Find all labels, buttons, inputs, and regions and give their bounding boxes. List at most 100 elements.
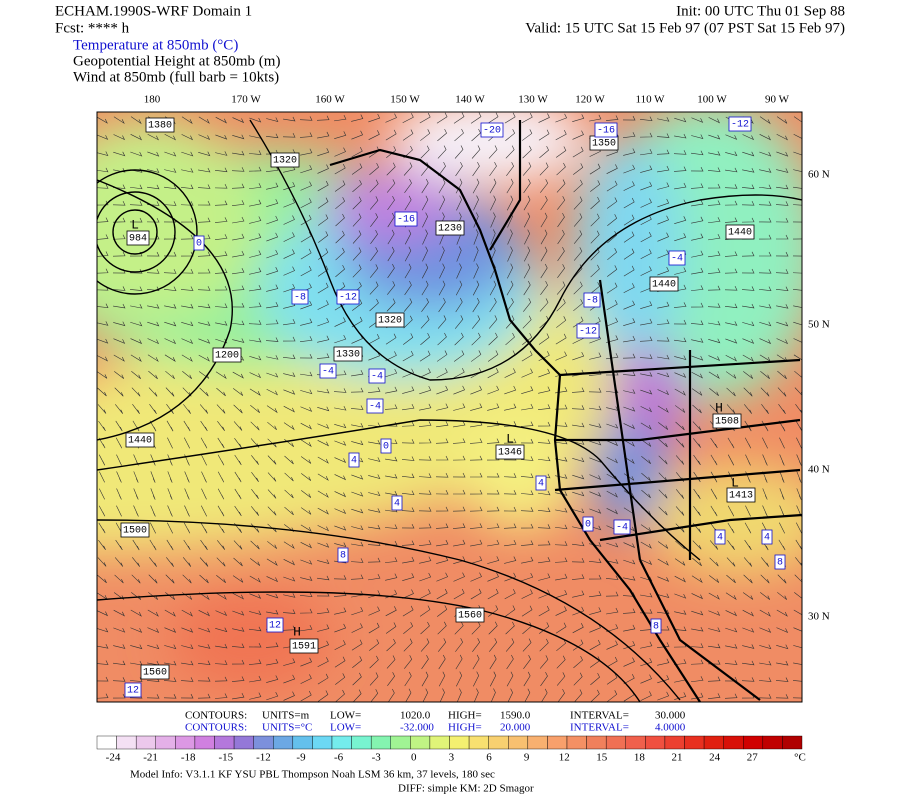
wind-barb <box>419 368 431 378</box>
wind-barb <box>708 233 721 241</box>
wind-barb <box>489 297 497 313</box>
wind-barb <box>775 269 789 274</box>
wind-barb <box>352 230 362 244</box>
wind-barb <box>197 200 211 206</box>
wind-barb <box>691 593 704 600</box>
wind-barb <box>776 286 789 292</box>
wind-barb <box>761 557 769 567</box>
wind-barb <box>181 134 194 141</box>
wind-barb <box>351 316 363 328</box>
wind-barb <box>351 440 364 446</box>
wind-barb <box>724 251 738 257</box>
wind-barb <box>793 645 802 649</box>
temperature-label: 8 <box>340 551 346 562</box>
wind-barb <box>674 388 686 396</box>
wind-barb <box>556 281 566 295</box>
wind-barb <box>708 355 721 362</box>
wind-barb <box>796 505 802 517</box>
wind-barb <box>505 621 515 635</box>
wind-barb <box>776 234 789 240</box>
wind-barb <box>758 694 772 699</box>
wind-barb <box>657 609 670 615</box>
wind-barb <box>507 246 513 262</box>
wind-barb <box>521 556 534 564</box>
wind-barb <box>386 162 396 176</box>
colorbar-box <box>351 735 372 750</box>
wind-barb <box>184 454 190 466</box>
wind-barb <box>335 197 346 210</box>
wind-barb <box>131 387 141 397</box>
wind-barb <box>147 644 160 650</box>
wind-barb <box>438 178 446 194</box>
wind-barb <box>487 588 499 600</box>
wind-barb <box>470 112 482 124</box>
wind-barb <box>215 151 228 156</box>
wind-barb <box>370 689 379 702</box>
wind-barb <box>250 558 261 566</box>
wind-barb <box>266 675 279 683</box>
longitude-label: 150 W <box>390 94 420 106</box>
wind-barb <box>181 303 194 309</box>
wind-barb <box>436 403 449 411</box>
wind-barb <box>572 474 585 480</box>
wind-barb <box>606 508 619 515</box>
wind-barb <box>759 134 772 141</box>
wind-barb <box>251 455 259 465</box>
wind-barb <box>469 523 483 529</box>
wind-barb <box>759 304 772 309</box>
wind-barb <box>266 593 279 599</box>
wind-barb <box>640 541 652 549</box>
height-label: 1560 <box>458 611 482 622</box>
contour-info: HIGH= <box>448 722 482 734</box>
wind-barb <box>692 540 702 550</box>
wind-barb <box>539 622 550 634</box>
wind-barb <box>471 621 481 635</box>
height-label: 1320 <box>378 316 402 327</box>
wind-barb <box>249 267 262 275</box>
colorbar-label: -6 <box>334 752 344 764</box>
wind-barb <box>215 251 228 257</box>
wind-barb <box>299 116 313 121</box>
wind-barb <box>726 557 736 567</box>
wind-barb <box>249 388 261 397</box>
wind-barb <box>607 231 617 244</box>
wind-barb <box>368 606 380 616</box>
wind-barb <box>727 522 735 534</box>
wind-barb <box>540 229 548 245</box>
wind-barb <box>657 389 670 396</box>
wind-barb <box>130 151 143 157</box>
wind-barb <box>452 489 466 495</box>
wind-barb <box>658 506 668 516</box>
wind-barb <box>708 627 721 632</box>
wind-barb <box>521 572 534 582</box>
wind-barb <box>352 672 362 686</box>
wind-barb <box>418 490 432 495</box>
wind-barb <box>231 643 245 648</box>
wind-barb <box>129 269 143 274</box>
wind-barb <box>214 285 228 291</box>
wind-barb <box>199 404 209 414</box>
wind-barb <box>640 232 652 243</box>
wind-barb <box>540 179 549 193</box>
wind-barb <box>386 655 396 669</box>
wind-barb <box>335 230 345 244</box>
wind-barb <box>708 251 721 258</box>
wind-barb <box>742 660 755 666</box>
wind-barb <box>693 454 701 466</box>
wind-barb <box>572 541 585 547</box>
wind-barb <box>149 539 157 551</box>
wind-barb <box>334 474 347 481</box>
wind-barb <box>266 249 279 259</box>
wind-barb <box>452 472 466 478</box>
wind-barb <box>437 332 447 346</box>
wind-barb <box>266 389 279 396</box>
wind-barb <box>180 217 194 223</box>
wind-barb <box>234 505 242 517</box>
wind-barb <box>589 440 602 446</box>
wind-barb <box>488 145 498 159</box>
wind-barb <box>266 691 279 701</box>
wind-barb <box>217 421 225 431</box>
wind-barb <box>640 592 653 598</box>
wind-barb <box>708 151 721 156</box>
wind-barb <box>487 539 500 547</box>
